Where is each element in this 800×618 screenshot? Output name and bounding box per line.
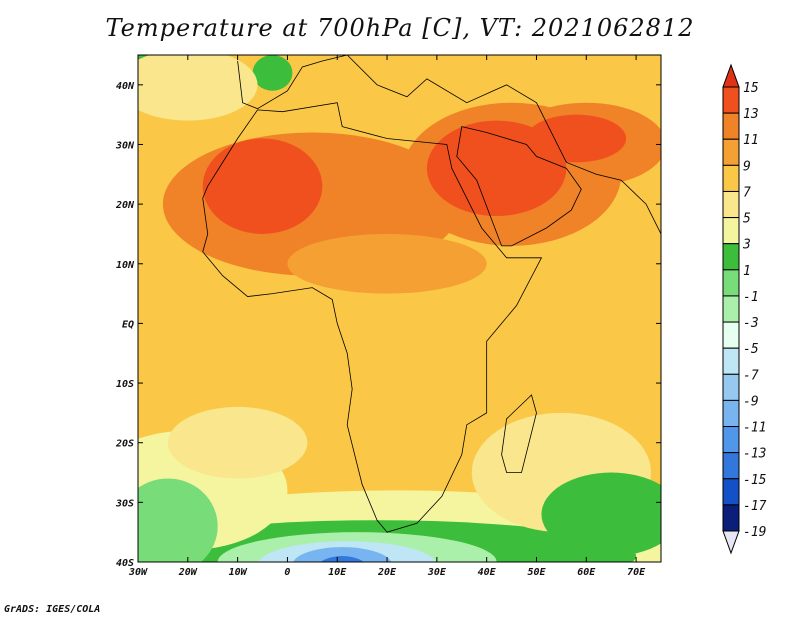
- colorbar-swatch: [722, 504, 740, 532]
- x-tick-label: 70E: [627, 567, 646, 578]
- colorbar-label: 15: [743, 81, 759, 96]
- africa-coastline: [202, 102, 543, 533]
- arabia-coastline: [456, 126, 582, 247]
- coastlines-and-borders: [202, 55, 661, 533]
- y-tick-label: EQ: [122, 319, 134, 330]
- x-tick-label: 20W: [178, 567, 198, 578]
- colorbar-swatch: [722, 373, 740, 401]
- colorbar-label: 5: [743, 212, 751, 227]
- colorbar-label: -15: [743, 473, 767, 488]
- y-tick-label: 40N: [116, 81, 135, 92]
- colorbar-swatch: [722, 478, 740, 506]
- field-blob: [167, 406, 308, 479]
- field-blob: [526, 114, 627, 163]
- colorbar-label: -7: [743, 368, 759, 383]
- colorbar-swatch: [722, 426, 740, 454]
- x-tick-label: 10E: [328, 567, 347, 578]
- colorbar-swatch: [722, 86, 740, 114]
- colorbar-swatch: [722, 243, 740, 271]
- y-tick-label: 30N: [115, 140, 135, 151]
- colorbar-label: -5: [743, 342, 759, 357]
- colorbar-label: 9: [743, 159, 751, 174]
- colorbar-swatch: [722, 138, 740, 166]
- colorbar-swatch: [722, 452, 740, 480]
- colorbar-label: -3: [743, 316, 759, 331]
- colorbar-swatch: [722, 295, 740, 323]
- x-tick-label: 30E: [427, 567, 447, 578]
- field-blob: [320, 556, 364, 562]
- y-tick-label: 40S: [116, 558, 134, 569]
- y-tick-label: 20N: [115, 200, 135, 211]
- grads-credit: GrADS: IGES/COLA: [4, 604, 101, 615]
- colorbar-swatch: [722, 399, 740, 428]
- colorbar-swatch: [722, 347, 740, 375]
- colorbar-label: -19: [743, 525, 766, 540]
- field-blob: [252, 55, 293, 91]
- x-tick-label: 50E: [527, 567, 546, 578]
- x-tick-label: 60E: [577, 567, 596, 578]
- colorbar-label: 3: [742, 238, 751, 253]
- colorbar-swatch: [722, 321, 740, 349]
- map-frame: [137, 54, 662, 563]
- x-axis: 30W 20W 10W 0 10E 20E 30E 40E 50E 60E 70E: [128, 55, 646, 578]
- chart-title: Temperature at 700hPa [C], VT: 202106281…: [105, 14, 695, 42]
- colorbar-label: 11: [743, 133, 759, 148]
- colorbar-label: -13: [743, 447, 766, 462]
- y-tick-label: 20S: [115, 439, 134, 450]
- colorbar-swatch: [722, 112, 740, 140]
- x-tick-label: 20E: [377, 567, 397, 578]
- field-blob: [293, 547, 392, 562]
- field-blob: [202, 138, 323, 234]
- colorbar-top-arrow: [722, 63, 740, 88]
- x-tick-label: 0: [284, 567, 290, 578]
- colorbar-swatch: [722, 164, 740, 192]
- y-tick-label: 10S: [116, 379, 134, 390]
- temperature-field: [138, 55, 661, 562]
- colorbar-label: 13: [743, 107, 759, 122]
- x-tick-label: 40E: [478, 567, 497, 578]
- eurasia-coastline: [237, 55, 661, 235]
- colorbar-swatch: [722, 217, 740, 245]
- colorbar-label: 7: [743, 185, 751, 200]
- madagascar-coastline: [501, 394, 537, 473]
- colorbar-label: -11: [743, 421, 766, 436]
- field-blob: [138, 55, 258, 121]
- field-blob: [541, 472, 661, 557]
- colorbar-swatch: [722, 190, 740, 219]
- colorbar-label: -1: [743, 290, 759, 305]
- y-tick-label: 10N: [116, 260, 135, 271]
- y-tick-label: 30S: [115, 498, 134, 509]
- x-tick-label: 30W: [128, 567, 148, 578]
- y-axis: 40N 30N 20N 10N EQ 10S 20S 30S 40S: [115, 81, 661, 569]
- field-blob: [287, 233, 487, 294]
- colorbar: 15 13 11 9 7 5 3 1 -1 -3 -5 -7 -9 -11 -13 -15 -17 -19: [722, 63, 767, 555]
- colorbar-label: -9: [743, 394, 759, 409]
- colorbar-label: 1: [743, 264, 751, 279]
- colorbar-swatch: [722, 269, 740, 297]
- colorbar-label: -17: [743, 499, 767, 514]
- field-blob: [138, 478, 218, 562]
- colorbar-bottom-arrow: [722, 530, 740, 555]
- x-tick-label: 10W: [229, 567, 248, 578]
